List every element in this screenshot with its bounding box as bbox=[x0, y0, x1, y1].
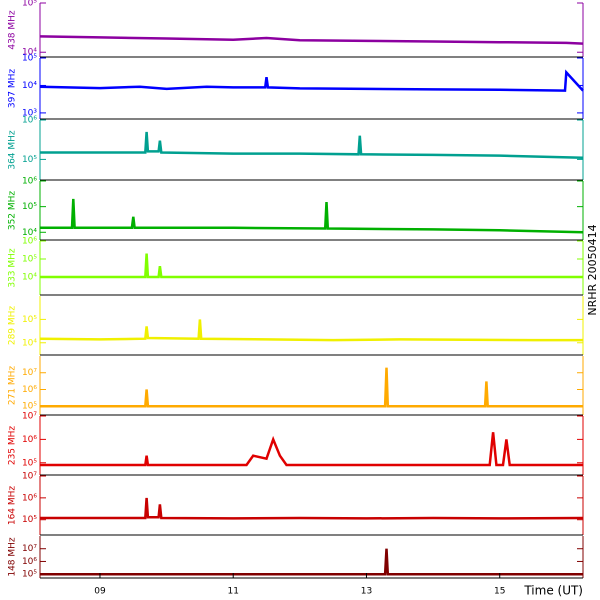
y-tick-label: 10⁴ bbox=[22, 48, 37, 58]
y-tick-label: 10⁵ bbox=[22, 54, 37, 64]
y-tick-label: 10⁴ bbox=[22, 81, 37, 91]
y-tick-label: 10⁷ bbox=[22, 544, 37, 554]
data-line bbox=[39, 319, 583, 342]
y-tick-label: 10⁵ bbox=[22, 458, 37, 468]
data-line bbox=[40, 367, 583, 408]
y-tick-label: 10⁵ bbox=[22, 570, 37, 580]
y-tick-label: 10⁴ bbox=[22, 228, 37, 238]
y-axis-title: 438 MHz bbox=[8, 10, 18, 50]
data-line bbox=[40, 548, 583, 576]
y-axis-title: 352 MHz bbox=[8, 191, 18, 231]
y-tick-label: 10⁵ bbox=[22, 315, 37, 325]
x-tick-label: 15 bbox=[494, 587, 505, 597]
data-line bbox=[39, 69, 584, 92]
annotation: NRHR 20050414 bbox=[586, 224, 599, 315]
y-axis-title: 148 MHz bbox=[8, 537, 18, 577]
y-tick-label: 10⁵ bbox=[22, 202, 37, 212]
y-axis-title: 235 MHz bbox=[8, 426, 18, 466]
y-tick-label: 10⁶ bbox=[22, 177, 37, 187]
data-line bbox=[40, 198, 584, 234]
y-axis-title: 333 MHz bbox=[8, 248, 18, 288]
y-tick-label: 10⁵ bbox=[22, 0, 37, 9]
x-tick-label: 09 bbox=[94, 587, 106, 597]
y-tick-label: 10⁵ bbox=[22, 515, 37, 525]
y-tick-label: 10⁵ bbox=[22, 155, 37, 165]
data-line bbox=[40, 131, 584, 160]
x-axis-title: Time (UT) bbox=[523, 584, 583, 598]
y-tick-label: 10⁶ bbox=[22, 237, 37, 247]
y-tick-label: 10⁴ bbox=[22, 273, 37, 283]
y-tick-label: 10⁴ bbox=[22, 338, 37, 348]
y-tick-label: 10⁵ bbox=[22, 402, 37, 412]
data-line bbox=[40, 253, 583, 279]
y-axis-title: 289 MHz bbox=[8, 306, 18, 346]
y-tick-label: 10⁶ bbox=[22, 435, 37, 445]
y-tick-label: 10⁶ bbox=[22, 385, 37, 395]
y-tick-label: 10⁶ bbox=[22, 116, 37, 126]
x-tick-label: 11 bbox=[227, 587, 238, 597]
y-axis-title: 271 MHz bbox=[8, 366, 18, 406]
y-tick-label: 10⁵ bbox=[22, 255, 37, 265]
y-tick-label: 10⁷ bbox=[22, 368, 37, 378]
y-tick-label: 10⁶ bbox=[22, 493, 37, 503]
data-line bbox=[40, 432, 583, 467]
y-axis-title: 164 MHz bbox=[8, 486, 18, 526]
y-tick-label: 10³ bbox=[22, 108, 37, 118]
y-axis-title: 397 MHz bbox=[8, 69, 18, 109]
x-tick-label: 13 bbox=[361, 587, 372, 597]
data-line bbox=[40, 497, 584, 520]
y-tick-label: 10⁶ bbox=[22, 557, 37, 567]
y-tick-label: 10⁷ bbox=[22, 472, 37, 482]
data-line bbox=[39, 35, 584, 45]
y-axis-title: 364 MHz bbox=[8, 130, 18, 170]
y-tick-label: 10⁷ bbox=[22, 412, 37, 422]
